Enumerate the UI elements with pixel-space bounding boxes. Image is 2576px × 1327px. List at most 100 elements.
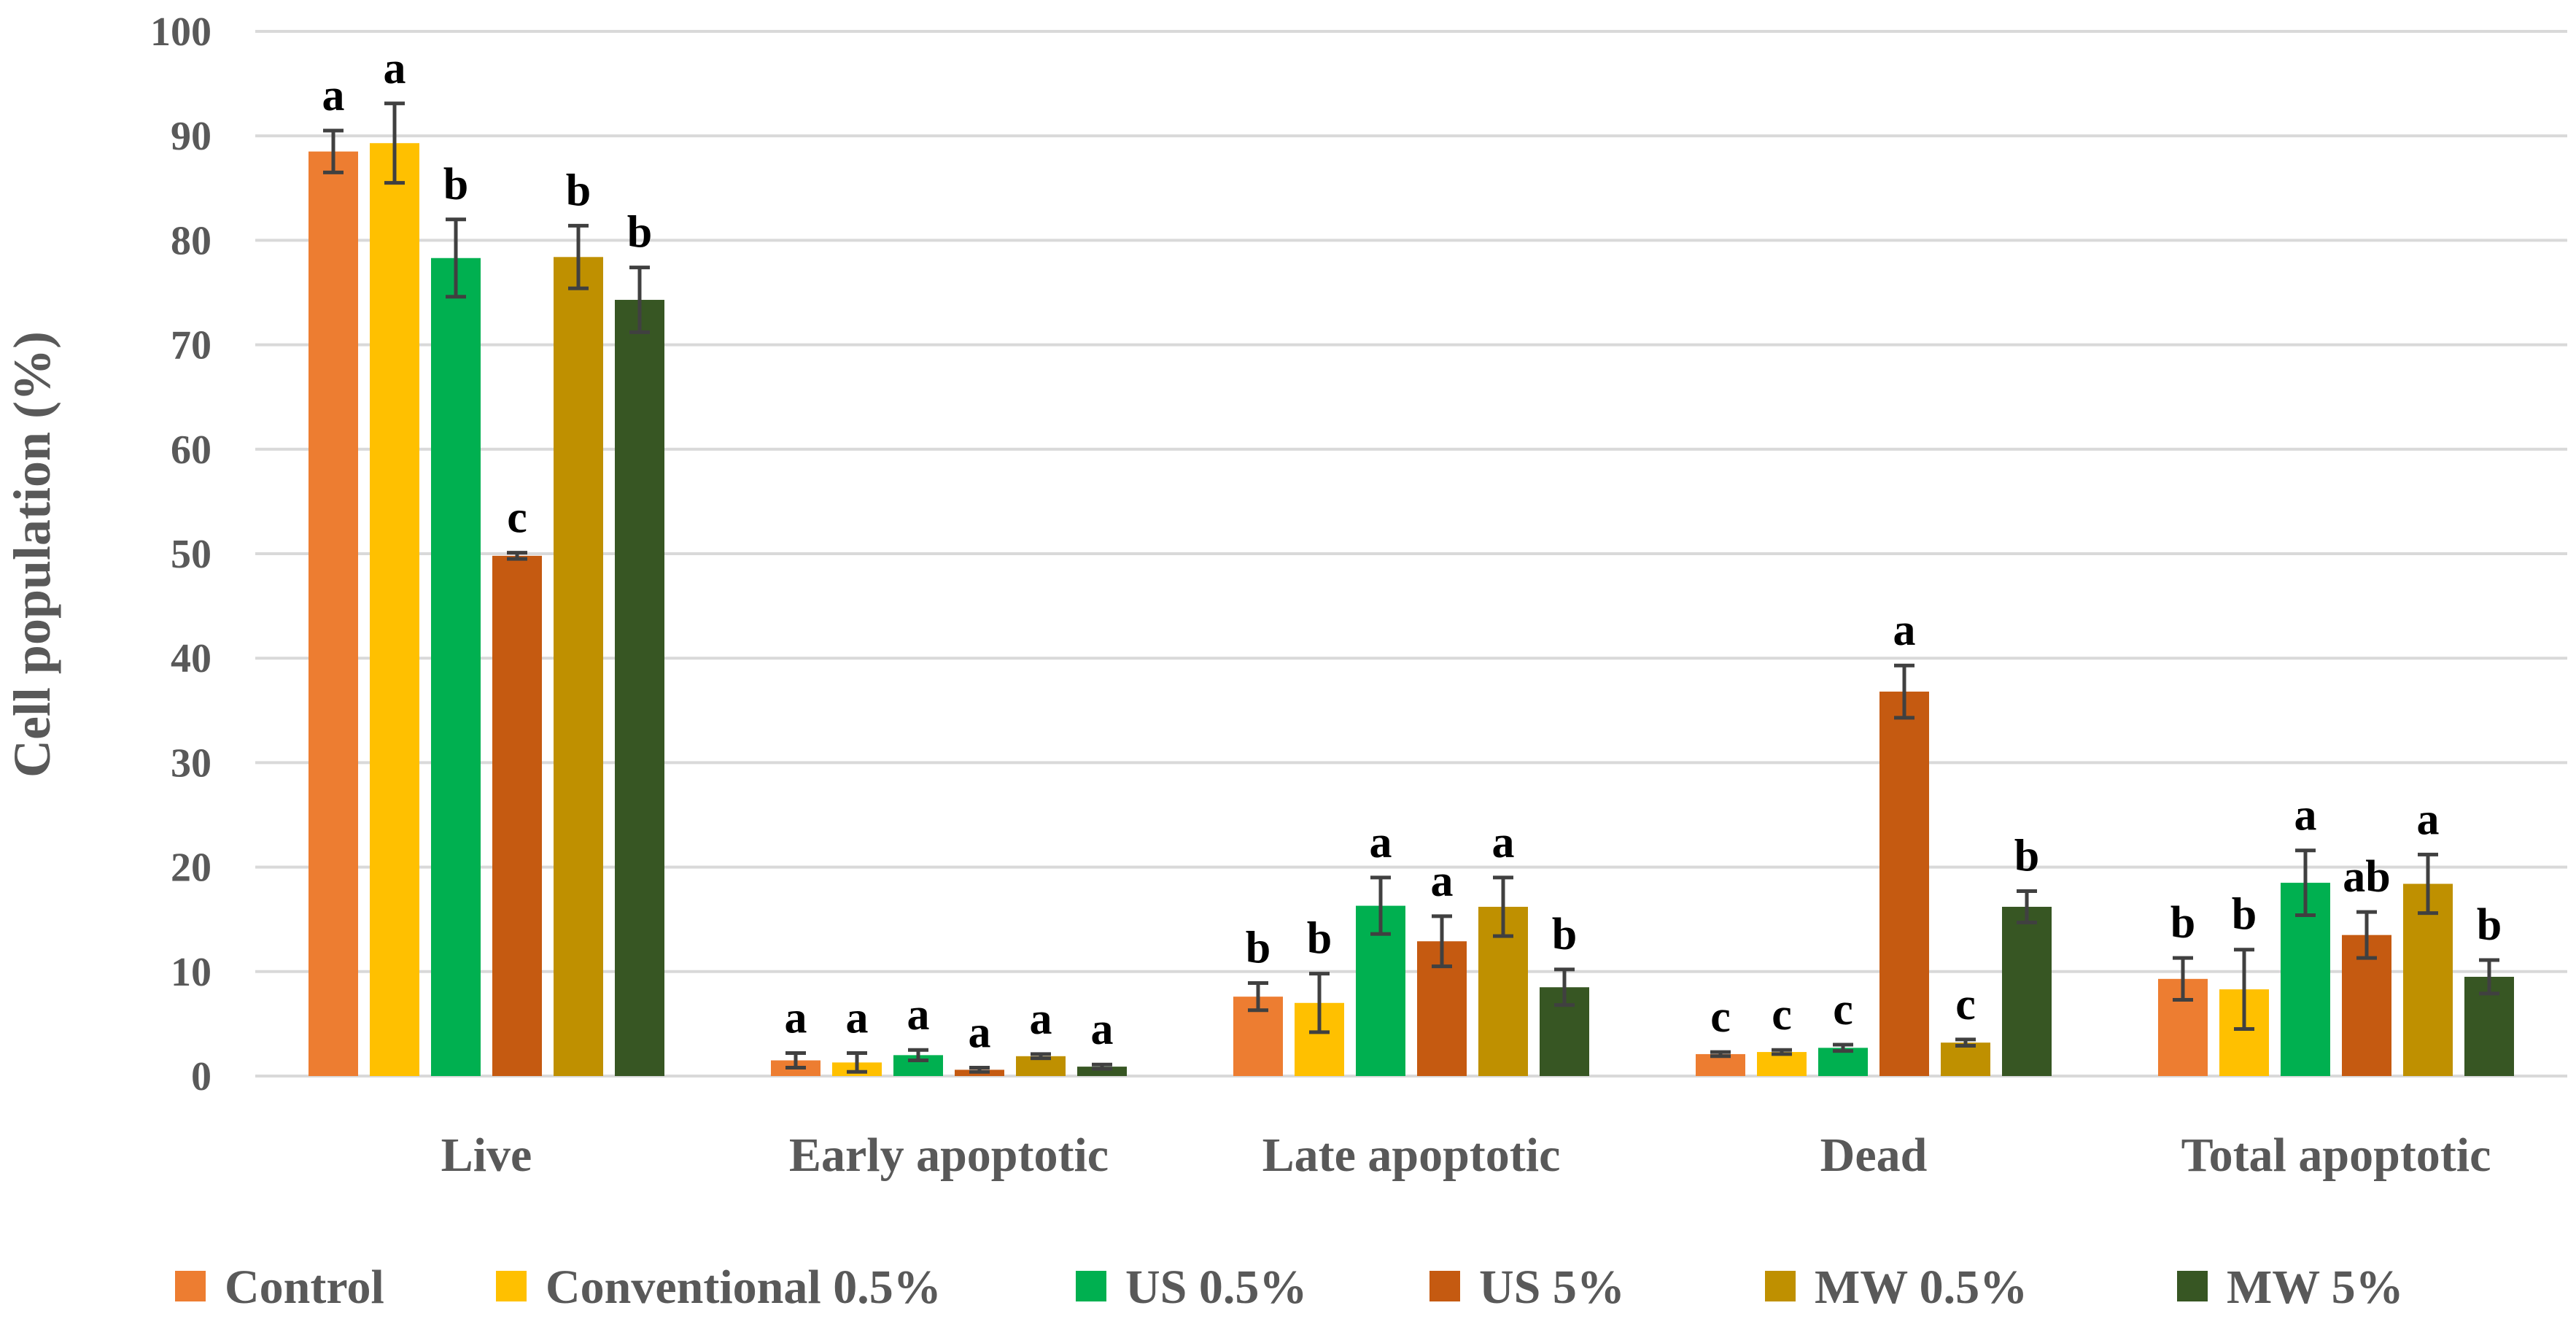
error-bar bbox=[1772, 1048, 1792, 1056]
error-bar bbox=[2356, 910, 2377, 960]
bar bbox=[1879, 692, 1929, 1076]
error-bar bbox=[323, 128, 344, 174]
legend-label: US 0.5% bbox=[1125, 1261, 1307, 1314]
x-axis-categories: Live Early apoptotic Late apoptotic Dead Tot… bbox=[441, 1129, 2491, 1182]
error-bar bbox=[507, 551, 527, 561]
error-bar bbox=[2479, 958, 2499, 996]
error-bar bbox=[2234, 948, 2254, 1032]
bar bbox=[2002, 907, 2052, 1076]
significance-letter: ab bbox=[2343, 852, 2390, 902]
significance-letter: a bbox=[1091, 1005, 1114, 1054]
y-tick-label: 80 bbox=[171, 218, 212, 263]
significance-letter: b bbox=[443, 160, 468, 209]
y-tick-label: 60 bbox=[171, 427, 212, 473]
significance-letter: a bbox=[907, 990, 930, 1040]
legend-swatch bbox=[496, 1271, 527, 1301]
y-tick-label: 0 bbox=[191, 1054, 212, 1099]
significance-letter: b bbox=[1552, 910, 1577, 959]
category-label: Late apoptotic bbox=[1262, 1129, 1561, 1182]
y-tick-label: 10 bbox=[171, 950, 212, 995]
significance-letter: b bbox=[2477, 900, 2502, 950]
error-bar bbox=[908, 1048, 928, 1063]
category-label: Total apoptotic bbox=[2181, 1129, 2491, 1182]
error-bar bbox=[2173, 956, 2193, 1002]
significance-letter: b bbox=[2014, 832, 2039, 881]
error-bar bbox=[1710, 1050, 1731, 1059]
error-bar bbox=[1370, 875, 1391, 936]
error-bar bbox=[2017, 889, 2037, 924]
legend-swatch bbox=[1429, 1271, 1460, 1301]
bar bbox=[309, 151, 358, 1077]
error-bar bbox=[2295, 848, 2316, 917]
error-bar bbox=[629, 266, 650, 334]
bar bbox=[370, 143, 419, 1076]
significance-letter: a bbox=[1492, 818, 1515, 867]
significance-letter: b bbox=[627, 208, 652, 258]
legend-swatch bbox=[175, 1271, 206, 1301]
significance-letter: c bbox=[1955, 980, 1976, 1029]
significance-letter: a bbox=[785, 993, 807, 1042]
significance-letter: b bbox=[1307, 914, 1332, 964]
legend-label: Conventional 0.5% bbox=[546, 1261, 942, 1314]
significance-letter: a bbox=[846, 993, 869, 1042]
error-bar bbox=[1432, 914, 1452, 969]
legend-label: MW 5% bbox=[2227, 1261, 2404, 1314]
significance-letter: a bbox=[2417, 794, 2440, 844]
significance-letter: b bbox=[566, 166, 591, 215]
legend-label: Control bbox=[225, 1261, 384, 1314]
y-tick-label: 70 bbox=[171, 323, 212, 368]
y-axis-title: Cell population (%) bbox=[3, 331, 61, 778]
bar bbox=[1077, 1067, 1127, 1076]
significance-letter: a bbox=[1431, 856, 1454, 906]
error-bar bbox=[785, 1051, 806, 1070]
error-bar bbox=[1031, 1052, 1051, 1061]
error-bars bbox=[323, 101, 2499, 1074]
y-tick-label: 100 bbox=[150, 9, 212, 55]
significance-letter: b bbox=[2170, 898, 2195, 948]
bar bbox=[431, 258, 481, 1076]
y-tick-label: 40 bbox=[171, 636, 212, 681]
legend-swatch bbox=[1076, 1271, 1106, 1301]
significance-letter: a bbox=[2294, 791, 2317, 840]
bar bbox=[1757, 1052, 1807, 1076]
bar bbox=[615, 300, 664, 1077]
bar bbox=[554, 257, 603, 1076]
legend: Control Conventional 0.5% US 0.5% US 5% MW 0… bbox=[175, 1261, 2404, 1314]
error-bar bbox=[1092, 1062, 1112, 1071]
legend-swatch bbox=[2177, 1271, 2208, 1301]
error-bar bbox=[1248, 981, 1268, 1013]
error-bar bbox=[568, 223, 589, 290]
error-bar bbox=[969, 1066, 990, 1074]
significance-letter: c bbox=[1710, 992, 1731, 1042]
bar bbox=[2403, 883, 2453, 1076]
y-tick-label: 30 bbox=[171, 740, 212, 786]
error-bar bbox=[847, 1051, 867, 1074]
significance-letter: a bbox=[1370, 818, 1392, 867]
error-bar bbox=[2418, 852, 2438, 916]
y-axis-ticks: 0 10 20 30 40 50 60 70 80 90 100 bbox=[150, 9, 212, 1099]
y-tick-label: 50 bbox=[171, 532, 212, 577]
bar bbox=[1941, 1042, 1990, 1076]
error-bar bbox=[1493, 875, 1513, 938]
bar bbox=[492, 555, 542, 1076]
significance-letter: c bbox=[1772, 990, 1792, 1040]
legend-label: US 5% bbox=[1479, 1261, 1625, 1314]
category-label: Live bbox=[441, 1129, 532, 1182]
category-label: Early apoptotic bbox=[789, 1129, 1109, 1182]
category-label: Dead bbox=[1820, 1129, 1928, 1182]
significance-letter: a bbox=[384, 44, 406, 93]
bars bbox=[309, 143, 2514, 1077]
significance-letter: b bbox=[1246, 924, 1270, 973]
error-bar bbox=[1833, 1042, 1853, 1053]
significance-letter: b bbox=[2232, 890, 2257, 940]
error-bar bbox=[384, 101, 405, 185]
error-bar bbox=[1955, 1037, 1976, 1048]
error-bar bbox=[1309, 972, 1330, 1034]
legend-label: MW 0.5% bbox=[1815, 1261, 2028, 1314]
error-bar bbox=[1554, 967, 1575, 1007]
significance-letter: a bbox=[969, 1008, 991, 1058]
significance-letter: c bbox=[507, 493, 527, 543]
error-bar bbox=[446, 217, 466, 299]
